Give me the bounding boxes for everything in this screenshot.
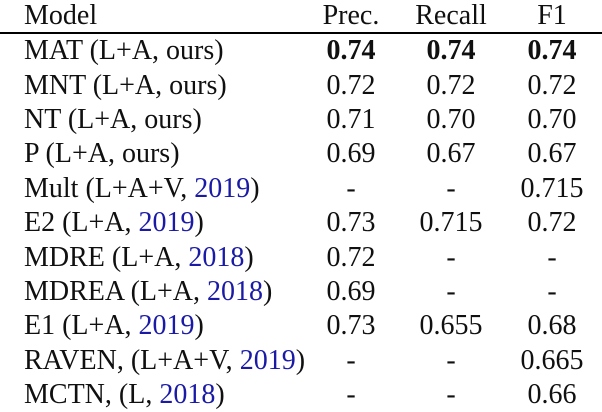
model-name-text: NT (L+A, ours) xyxy=(24,103,202,135)
table-row: Mult (L+A+V, 2019) - - 0.715 xyxy=(0,172,602,206)
table-row: MDRE (L+A, 2018) 0.72 - - xyxy=(0,240,602,274)
precision-cell: 0.69 xyxy=(326,138,376,170)
citation-year-link[interactable]: 2019 xyxy=(194,172,251,204)
model-name-cell: MDRE (L+A, 2018) xyxy=(0,240,302,274)
precision-cell: 0.71 xyxy=(326,103,376,135)
recall-cell: 0.715 xyxy=(419,207,483,239)
f1-cell: 0.665 xyxy=(520,344,584,376)
citation-year-link[interactable]: 2019 xyxy=(239,344,296,376)
model-name-cell: MAT (L+A, ours) xyxy=(0,33,302,68)
recall-cell: 0.67 xyxy=(426,138,476,170)
precision-cell: 0.74 xyxy=(326,35,376,67)
f1-cell: 0.67 xyxy=(527,138,577,170)
table-body: MAT (L+A, ours) 0.74 0.74 0.74 MNT (L+A,… xyxy=(0,33,602,412)
precision-cell: 0.72 xyxy=(326,241,376,273)
table-row: NT (L+A, ours) 0.71 0.70 0.70 xyxy=(0,103,602,137)
model-name-cell: MCTN, (L, 2018) xyxy=(0,378,302,412)
precision-cell: 0.72 xyxy=(326,69,376,101)
citation-year-link[interactable]: 2018 xyxy=(159,379,216,411)
model-name-text: P (L+A, ours) xyxy=(24,138,180,170)
model-name-text: MCTN, (L, xyxy=(24,379,160,411)
recall-cell: 0.70 xyxy=(426,103,476,135)
precision-cell: 0.69 xyxy=(326,275,376,307)
header-row: Model Prec. Recall F1 xyxy=(0,0,602,34)
table-row: E2 (L+A, 2019) 0.73 0.715 0.72 xyxy=(0,206,602,240)
table-row: MCTN, (L, 2018) - - 0.66 xyxy=(0,378,602,412)
model-name-cell: E2 (L+A, 2019) xyxy=(0,206,302,240)
citation-year-link[interactable]: 2018 xyxy=(207,275,264,307)
model-name-suffix: ) xyxy=(295,344,306,376)
f1-cell: 0.74 xyxy=(527,35,577,67)
model-name-cell: NT (L+A, ours) xyxy=(0,103,302,137)
f1-cell: 0.72 xyxy=(527,207,577,239)
model-name-text: MDRE (L+A, xyxy=(24,241,189,273)
model-name-text: E2 (L+A, xyxy=(24,207,139,239)
recall-cell: - xyxy=(446,275,456,307)
f1-cell: 0.66 xyxy=(527,379,577,411)
model-name-suffix: ) xyxy=(194,207,204,239)
model-name-text: MNT (L+A, ours) xyxy=(24,69,227,101)
f1-cell: - xyxy=(547,275,557,307)
model-name-text: MAT (L+A, ours) xyxy=(24,35,224,67)
table-row: MAT (L+A, ours) 0.74 0.74 0.74 xyxy=(0,33,602,68)
table-row: P (L+A, ours) 0.69 0.67 0.67 xyxy=(0,137,602,171)
model-name-suffix: ) xyxy=(215,379,225,411)
model-name-cell: RAVEN, (L+A+V, 2019) xyxy=(0,344,306,378)
table-header: Model Prec. Recall F1 xyxy=(0,0,602,34)
recall-cell: - xyxy=(446,241,456,273)
model-name-text: RAVEN, (L+A+V, xyxy=(24,344,240,376)
model-name-text: E1 (L+A, xyxy=(24,310,139,342)
model-name-cell: Mult (L+A+V, 2019) xyxy=(0,172,302,206)
citation-year-link[interactable]: 2019 xyxy=(138,207,195,239)
f1-cell: 0.715 xyxy=(520,172,584,204)
column-header-recall: Recall xyxy=(400,0,502,34)
model-name-cell: P (L+A, ours) xyxy=(0,137,302,171)
precision-cell: - xyxy=(346,344,356,376)
model-name-cell: MNT (L+A, ours) xyxy=(0,68,302,102)
precision-cell: 0.73 xyxy=(326,207,376,239)
table-row: MNT (L+A, ours) 0.72 0.72 0.72 xyxy=(0,68,602,102)
model-name-cell: E1 (L+A, 2019) xyxy=(0,309,302,343)
recall-cell: 0.74 xyxy=(426,35,476,67)
column-header-precision: Prec. xyxy=(302,0,400,34)
model-name-suffix: ) xyxy=(194,310,204,342)
table-row: RAVEN, (L+A+V, 2019) - - 0.665 xyxy=(0,344,602,378)
column-header-f1: F1 xyxy=(502,0,602,34)
f1-cell: - xyxy=(547,241,557,273)
column-header-model: Model xyxy=(0,0,302,34)
model-name-suffix: ) xyxy=(250,172,260,204)
table-row: E1 (L+A, 2019) 0.73 0.655 0.68 xyxy=(0,309,602,343)
table-row: MDREA (L+A, 2018) 0.69 - - xyxy=(0,275,602,309)
model-name-suffix: ) xyxy=(244,241,254,273)
precision-cell: - xyxy=(346,172,356,204)
model-name-suffix: ) xyxy=(263,275,273,307)
precision-cell: 0.73 xyxy=(326,310,376,342)
recall-cell: - xyxy=(446,344,456,376)
citation-year-link[interactable]: 2018 xyxy=(188,241,245,273)
f1-cell: 0.70 xyxy=(527,103,577,135)
model-name-text: MDREA (L+A, xyxy=(24,275,208,307)
recall-cell: - xyxy=(446,379,456,411)
recall-cell: - xyxy=(446,172,456,204)
recall-cell: 0.655 xyxy=(419,310,483,342)
model-name-cell: MDREA (L+A, 2018) xyxy=(0,275,302,309)
precision-cell: - xyxy=(346,379,356,411)
f1-cell: 0.72 xyxy=(527,69,577,101)
model-name-text: Mult (L+A+V, xyxy=(24,172,195,204)
citation-year-link[interactable]: 2019 xyxy=(138,310,195,342)
f1-cell: 0.68 xyxy=(527,310,577,342)
recall-cell: 0.72 xyxy=(426,69,476,101)
